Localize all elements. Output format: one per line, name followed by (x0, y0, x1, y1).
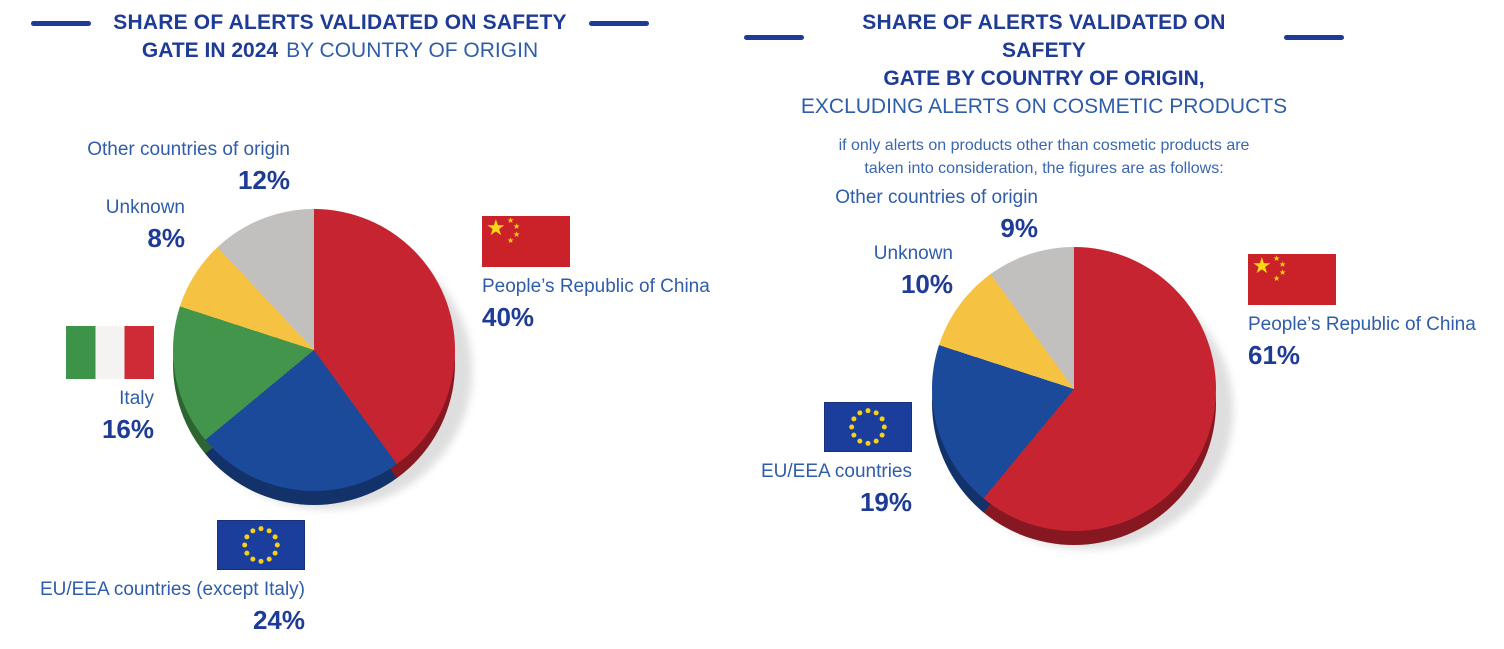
chart-left-title-line1: SHARE OF ALERTS VALIDATED ON SAFETY (113, 11, 567, 34)
slice-percent: 8% (147, 223, 185, 253)
chart-right-title: SHARE OF ALERTS VALIDATED ON SAFETY GATE… (744, 9, 1344, 180)
china-flag-icon: ★ ★ ★ ★ ★ (1248, 254, 1336, 305)
slice-percent: 19% (859, 487, 912, 517)
eu-flag-icon (824, 402, 912, 452)
title-dash-right-icon (1284, 34, 1344, 40)
chart-left-title-line2-bold: GATE IN 2024 (141, 39, 279, 62)
title-dash-right-icon (588, 20, 649, 26)
slice-label-italy: Italy 16% (20, 326, 154, 444)
china-small-star-icon: ★ (507, 216, 515, 225)
china-small-star-icon: ★ (1273, 254, 1281, 263)
pie-chart-right (932, 247, 1234, 550)
china-flag-icon: ★ ★ ★ ★ ★ (482, 216, 570, 267)
chart-right-title-line3-light: EXCLUDING ALERTS ON COSMETIC PRODUCTS (800, 95, 1288, 118)
subtitle-line2: taken into consideration, the figures ar… (864, 160, 1224, 177)
slice-name: Unknown (873, 243, 953, 264)
chart-right-subtitle: if only alerts on products other than co… (744, 134, 1344, 180)
subtitle-line1: if only alerts on products other than co… (838, 137, 1250, 154)
china-small-star-icon: ★ (507, 236, 515, 245)
china-small-star-icon: ★ (1279, 260, 1287, 269)
slice-label-unknown-right: Unknown 10% (800, 242, 953, 299)
slice-name: Other countries of origin (87, 139, 290, 160)
slice-percent: 24% (252, 605, 305, 635)
title-dash-left-icon (744, 34, 804, 40)
slice-label-china-right: ★ ★ ★ ★ ★ People’s Republic of China 61% (1248, 254, 1504, 370)
slice-label-eu-right: EU/EEA countries 19% (700, 402, 912, 517)
pie-face (932, 247, 1216, 531)
china-big-star-icon: ★ (486, 216, 506, 241)
china-big-star-icon: ★ (1252, 254, 1272, 279)
chart-left-title-line2-light: BY COUNTRY OF ORIGIN (286, 39, 539, 62)
pie-chart-left (173, 209, 473, 510)
slice-name: Unknown (105, 197, 185, 218)
slice-name: People’s Republic of China (1248, 314, 1476, 335)
slice-label-eu-left: EU/EEA countries (except Italy) 24% (18, 520, 305, 635)
slice-name: Italy (119, 388, 154, 409)
slice-name: EU/EEA countries (except Italy) (39, 579, 305, 600)
chart-right-title-line1: SHARE OF ALERTS VALIDATED ON SAFETY (862, 11, 1226, 62)
china-small-star-icon: ★ (1279, 268, 1287, 277)
eu-stars-icon (242, 526, 280, 564)
chart-left-title: SHARE OF ALERTS VALIDATED ON SAFETY GATE… (0, 9, 680, 65)
chart-right-title-line2-bold: GATE BY COUNTRY OF ORIGIN, (883, 67, 1205, 90)
italy-flag-icon (66, 326, 154, 379)
eu-flag-icon (217, 520, 305, 570)
slice-percent: 61% (1248, 340, 1301, 370)
slice-percent: 16% (101, 414, 154, 444)
eu-stars-icon (849, 408, 887, 446)
slice-percent: 12% (237, 165, 290, 195)
slice-name: EU/EEA countries (760, 461, 912, 482)
slice-label-china-left: ★ ★ ★ ★ ★ People’s Republic of China 40% (482, 216, 772, 332)
slice-percent: 9% (1000, 213, 1038, 243)
slice-name: Other countries of origin (835, 187, 1038, 208)
slice-label-other-right: Other countries of origin 9% (800, 186, 1038, 243)
slice-name: People’s Republic of China (482, 276, 710, 297)
slice-label-unknown-left: Unknown 8% (20, 196, 185, 253)
slice-percent: 40% (482, 302, 535, 332)
slice-percent: 10% (900, 269, 953, 299)
title-dash-left-icon (31, 20, 92, 26)
china-small-star-icon: ★ (513, 222, 521, 231)
china-small-star-icon: ★ (513, 230, 521, 239)
pie-face (173, 209, 455, 491)
china-small-star-icon: ★ (1273, 274, 1281, 283)
slice-label-other-left: Other countries of origin 12% (20, 138, 290, 195)
